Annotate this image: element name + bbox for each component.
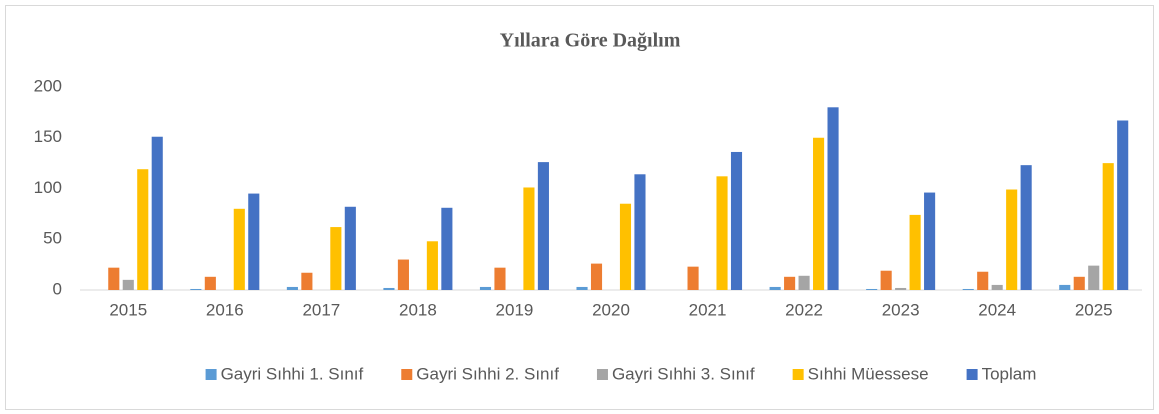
bar xyxy=(330,227,342,290)
y-tick-label: 150 xyxy=(34,127,62,146)
bar xyxy=(769,286,781,290)
bar xyxy=(977,271,989,290)
bar xyxy=(137,169,149,290)
x-tick-label: 2024 xyxy=(978,300,1016,319)
legend-swatch xyxy=(205,369,217,380)
bar xyxy=(151,136,163,290)
legend-label: Gayri Sıhhi 3. Sınıf xyxy=(612,364,755,383)
bar xyxy=(924,192,936,290)
bar xyxy=(962,288,974,290)
bar xyxy=(441,207,453,290)
x-tick-label: 2017 xyxy=(302,300,340,319)
bar xyxy=(204,276,216,290)
legend-swatch xyxy=(966,369,978,380)
x-tick-label: 2021 xyxy=(689,300,727,319)
bar xyxy=(619,203,632,290)
bar xyxy=(537,162,549,290)
bar xyxy=(1073,276,1085,290)
bar xyxy=(730,151,743,290)
bar xyxy=(426,241,438,290)
bar xyxy=(909,214,921,290)
x-tick-label: 2018 xyxy=(399,300,437,319)
chart-frame xyxy=(5,5,1154,410)
bar xyxy=(383,287,395,290)
y-tick-label: 200 xyxy=(34,76,62,95)
legend-label: Sıhhi Müessese xyxy=(808,364,929,383)
bar xyxy=(716,176,728,290)
legend-label: Gayri Sıhhi 2. Sınıf xyxy=(416,364,559,383)
legend-swatch xyxy=(792,369,804,380)
x-tick-label: 2016 xyxy=(206,300,244,319)
bar xyxy=(233,208,245,290)
y-tick-label: 100 xyxy=(34,178,62,197)
bar xyxy=(687,266,699,290)
legend-swatch xyxy=(401,369,413,380)
bar xyxy=(344,206,356,290)
x-tick-label: 2020 xyxy=(592,300,630,319)
x-tick-label: 2025 xyxy=(1075,300,1113,319)
bar xyxy=(880,270,892,290)
bar xyxy=(1088,265,1100,290)
bar xyxy=(479,286,492,290)
bar xyxy=(286,286,298,290)
bar xyxy=(798,275,810,290)
bar xyxy=(523,187,535,290)
legend-swatch xyxy=(596,369,608,380)
x-tick-label: 2019 xyxy=(496,300,534,319)
x-tick-label: 2023 xyxy=(882,300,920,319)
legend-label: Toplam xyxy=(982,364,1037,383)
bar xyxy=(397,259,409,290)
bar xyxy=(494,267,506,290)
bar xyxy=(248,193,260,290)
bar xyxy=(1020,165,1032,290)
bar xyxy=(122,279,134,290)
bar xyxy=(1117,120,1129,291)
x-tick-label: 2015 xyxy=(109,300,147,319)
bar xyxy=(590,263,603,290)
y-tick-label: 0 xyxy=(53,279,62,298)
bar xyxy=(190,288,202,290)
bar xyxy=(108,267,120,290)
x-tick-label: 2022 xyxy=(785,300,823,319)
bar xyxy=(866,288,878,290)
legend-label: Gayri Sıhhi 1. Sınıf xyxy=(221,364,364,383)
chart-title: Yıllara Göre Dağılım xyxy=(500,30,681,52)
bar xyxy=(301,272,313,290)
bar xyxy=(827,107,839,290)
bar xyxy=(1102,163,1114,290)
bar xyxy=(784,276,796,290)
y-tick-label: 50 xyxy=(43,229,62,248)
bar xyxy=(1006,189,1018,290)
bar xyxy=(991,284,1003,290)
bar xyxy=(895,287,907,290)
bar xyxy=(1059,284,1071,290)
bar xyxy=(813,137,825,290)
bar xyxy=(634,174,646,290)
bar xyxy=(576,286,588,290)
